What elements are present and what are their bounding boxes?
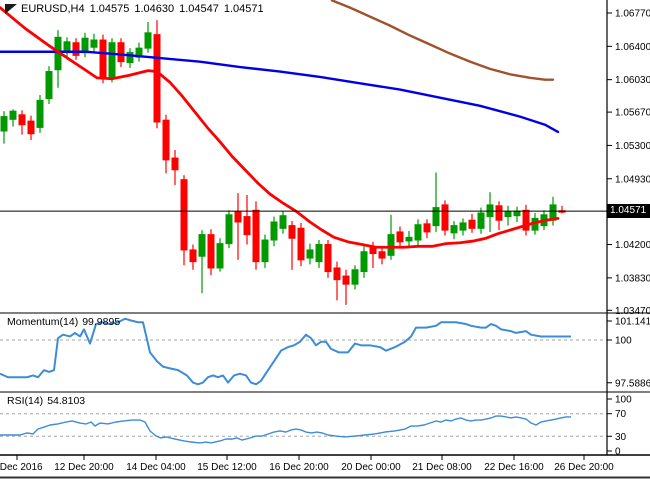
candle-body bbox=[468, 219, 476, 229]
rsi-line bbox=[0, 415, 571, 444]
time-axis-label: 21 Dec 08:00 bbox=[412, 462, 472, 473]
candle-body bbox=[234, 211, 242, 223]
candle-body bbox=[513, 210, 521, 217]
symbol-period-label: EURUSD,H4 bbox=[21, 3, 85, 15]
candle-body bbox=[261, 239, 269, 263]
price-axis-label: 1.06030 bbox=[615, 75, 650, 86]
candle-body bbox=[189, 249, 197, 263]
candle-body bbox=[9, 110, 17, 120]
rsi-value: 54.8103 bbox=[47, 395, 86, 407]
candle-body bbox=[18, 114, 26, 126]
price-axis-label: 1.06770 bbox=[615, 9, 650, 20]
candle-body bbox=[306, 249, 314, 259]
rsi-name: RSI(14) bbox=[7, 395, 44, 407]
candle-body bbox=[72, 42, 80, 56]
candle-body bbox=[414, 224, 422, 241]
candle-body bbox=[342, 275, 350, 285]
candle-body bbox=[252, 209, 260, 263]
candle-body bbox=[495, 205, 503, 221]
candle-body bbox=[324, 244, 332, 273]
time-axis-label: 14 Dec 04:00 bbox=[126, 462, 186, 473]
ohlc-close: 1.04571 bbox=[223, 3, 264, 15]
time-axis-label: 20 Dec 00:00 bbox=[341, 462, 401, 473]
price-axis-label: 1.03830 bbox=[615, 273, 650, 284]
candle-body bbox=[360, 251, 368, 273]
candle-body bbox=[45, 71, 53, 100]
price-axis-label: 1.04930 bbox=[615, 174, 650, 185]
candle-body bbox=[288, 225, 296, 239]
candle-body bbox=[117, 42, 125, 63]
candle-body bbox=[162, 119, 170, 161]
candle-body bbox=[315, 244, 323, 263]
candle-body bbox=[81, 37, 89, 54]
ohlc-low: 1.04547 bbox=[179, 3, 219, 15]
price-axis-label: 1.03470 bbox=[615, 306, 650, 317]
chart-title: EURUSD,H4 1.04575 1.04630 1.04547 1.04571 bbox=[21, 3, 269, 15]
candle-body bbox=[351, 269, 359, 285]
time-axis-label: 9 Dec 2016 bbox=[0, 462, 43, 473]
candle-body bbox=[423, 223, 431, 233]
candle-body bbox=[297, 227, 305, 261]
candle-body bbox=[216, 243, 224, 269]
candle-body bbox=[522, 209, 530, 231]
candle-body bbox=[441, 204, 449, 231]
time-axis-label: 12 Dec 20:00 bbox=[54, 462, 114, 473]
ohlc-open: 1.04575 bbox=[89, 3, 130, 15]
rsi-axis-label: 100 bbox=[615, 395, 632, 406]
current-price-marker: 1.04571 bbox=[607, 204, 650, 218]
time-axis-label: 26 Dec 20:00 bbox=[554, 462, 614, 473]
candle-body bbox=[387, 234, 395, 256]
candle-body bbox=[207, 234, 215, 269]
momentum-axis-label: 97.5886 bbox=[615, 378, 650, 389]
candle-body bbox=[153, 34, 161, 123]
candle-body bbox=[144, 32, 152, 49]
time-axis-label: 15 Dec 12:00 bbox=[197, 462, 257, 473]
price-axis-label: 1.05670 bbox=[615, 108, 650, 119]
candle-body bbox=[279, 215, 287, 229]
momentum-name: Momentum(14) bbox=[7, 316, 79, 328]
ma-mid-line bbox=[0, 50, 560, 134]
candle-body bbox=[36, 99, 44, 128]
momentum-value: 99.9895 bbox=[82, 316, 121, 328]
candle-body bbox=[450, 225, 458, 234]
candle-body bbox=[27, 120, 35, 135]
candle-body bbox=[180, 179, 188, 251]
price-axis-label: 1.04200 bbox=[615, 240, 650, 251]
candle-body bbox=[243, 216, 251, 236]
candle-body bbox=[396, 231, 404, 243]
chart-shift-marker-icon[interactable] bbox=[5, 4, 17, 14]
candle-body bbox=[0, 116, 8, 132]
candle-body bbox=[477, 212, 485, 229]
momentum-line bbox=[0, 317, 571, 386]
candle-body bbox=[126, 52, 134, 64]
candle-body bbox=[108, 42, 116, 78]
candle-body bbox=[90, 39, 98, 48]
ma-slow-line bbox=[330, 0, 555, 81]
candle-body bbox=[171, 157, 179, 171]
rsi-axis-label: 0 bbox=[615, 447, 621, 458]
rsi-axis-label: 70 bbox=[615, 409, 627, 420]
candle-body bbox=[405, 236, 413, 242]
time-axis-label: 22 Dec 16:00 bbox=[484, 462, 544, 473]
ohlc-high: 1.04630 bbox=[134, 3, 175, 15]
momentum-indicator-label: Momentum(14) 99.9895 bbox=[7, 316, 124, 328]
price-axis-label: 1.06400 bbox=[615, 42, 650, 53]
momentum-axis-label: 100 bbox=[615, 336, 632, 347]
candle-body bbox=[432, 207, 440, 227]
candle-body bbox=[333, 267, 341, 281]
candle-body bbox=[270, 221, 278, 241]
rsi-indicator-label: RSI(14) 54.8103 bbox=[7, 395, 89, 407]
rsi-axis-label: 30 bbox=[615, 432, 627, 443]
candle-body bbox=[99, 39, 107, 79]
candle-body bbox=[198, 234, 206, 257]
candle-body bbox=[378, 251, 386, 259]
candle-body bbox=[504, 211, 512, 218]
candle-body bbox=[459, 222, 467, 231]
time-axis-label: 16 Dec 20:00 bbox=[269, 462, 329, 473]
momentum-axis-label: 101.141 bbox=[615, 317, 650, 328]
price-axis-label: 1.05300 bbox=[615, 141, 650, 152]
candle-body bbox=[225, 214, 233, 245]
